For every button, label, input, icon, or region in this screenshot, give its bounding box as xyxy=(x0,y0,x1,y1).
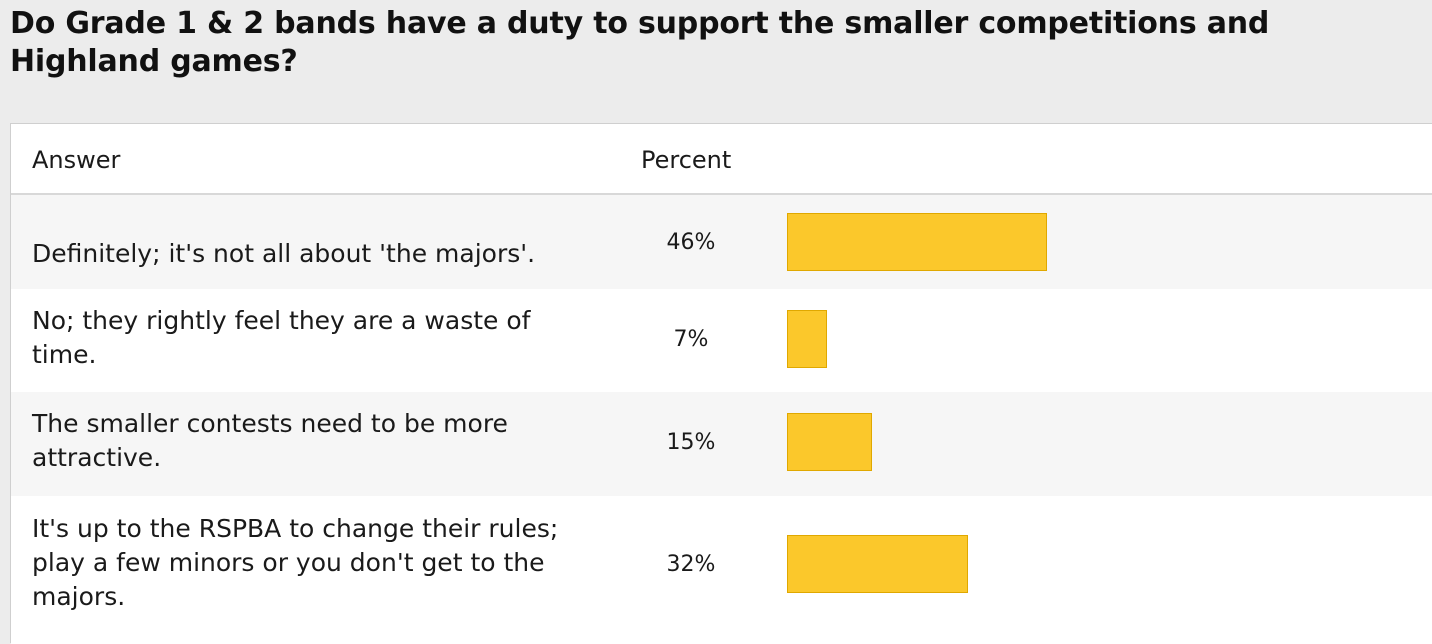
percent-bar xyxy=(787,213,1047,271)
percent-column-header: Percent xyxy=(641,146,732,174)
answer-text: It's up to the RSPBA to change their rul… xyxy=(32,514,559,611)
percent-bar xyxy=(787,310,827,368)
percent-bar xyxy=(787,413,872,471)
percent-bar xyxy=(787,535,968,593)
answer-text: The smaller contests need to be more att… xyxy=(32,409,508,472)
table-row: The smaller contests need to be more att… xyxy=(11,392,1432,496)
percent-value: 15% xyxy=(666,430,716,455)
results-table: Answer Percent Definitely; it's not all … xyxy=(10,123,1432,644)
answer-text: No; they rightly feel they are a waste o… xyxy=(32,306,531,369)
percent-value: 46% xyxy=(666,230,716,255)
answer-column-header: Answer xyxy=(32,146,121,174)
poll-question: Do Grade 1 & 2 bands have a duty to supp… xyxy=(10,6,1270,79)
table-row: It's up to the RSPBA to change their rul… xyxy=(11,496,1432,644)
table-row: No; they rightly feel they are a waste o… xyxy=(11,289,1432,392)
answer-text: Definitely; it's not all about 'the majo… xyxy=(32,239,536,268)
table-row: Definitely; it's not all about 'the majo… xyxy=(11,195,1432,289)
percent-value: 32% xyxy=(666,552,716,577)
percent-value: 7% xyxy=(673,327,709,352)
table-header: Answer Percent xyxy=(11,124,1432,195)
